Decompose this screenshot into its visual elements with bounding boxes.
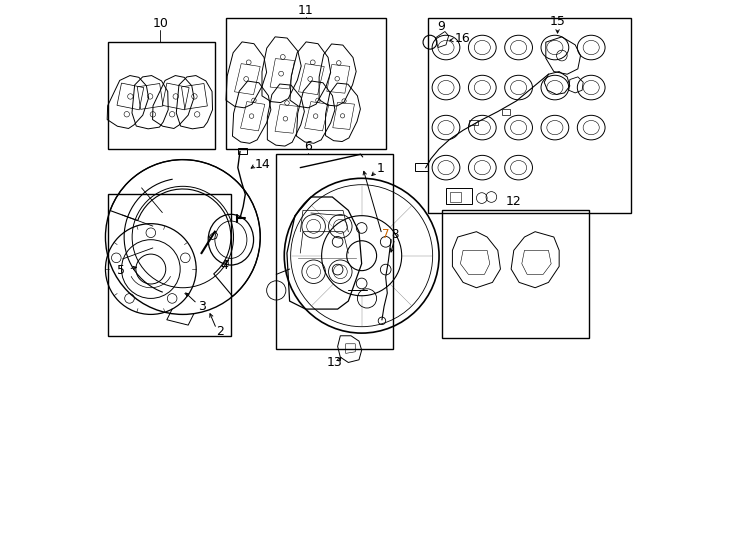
Bar: [238, 148, 247, 154]
Text: 16: 16: [455, 32, 470, 45]
Bar: [446, 188, 472, 204]
Bar: [450, 192, 462, 202]
Text: 11: 11: [298, 4, 313, 17]
Text: 4: 4: [220, 259, 228, 272]
Bar: [276, 154, 393, 349]
Text: 15: 15: [550, 15, 565, 28]
Bar: [501, 110, 510, 115]
Text: 2: 2: [217, 325, 224, 338]
Bar: [108, 42, 215, 149]
Text: 9: 9: [437, 19, 446, 33]
Text: 13: 13: [327, 356, 343, 369]
Bar: [415, 164, 429, 171]
Text: 12: 12: [506, 194, 522, 208]
Text: 14: 14: [255, 158, 271, 172]
Text: 7: 7: [382, 228, 390, 241]
Text: 5: 5: [117, 264, 126, 277]
Bar: [108, 194, 231, 336]
Bar: [225, 18, 385, 149]
Bar: [442, 211, 589, 339]
Bar: [429, 18, 631, 213]
Text: 1: 1: [377, 162, 385, 175]
Text: 8: 8: [391, 228, 399, 241]
Bar: [470, 119, 478, 125]
Text: 10: 10: [153, 17, 168, 30]
Text: 6: 6: [305, 140, 312, 153]
Text: 3: 3: [197, 300, 206, 313]
